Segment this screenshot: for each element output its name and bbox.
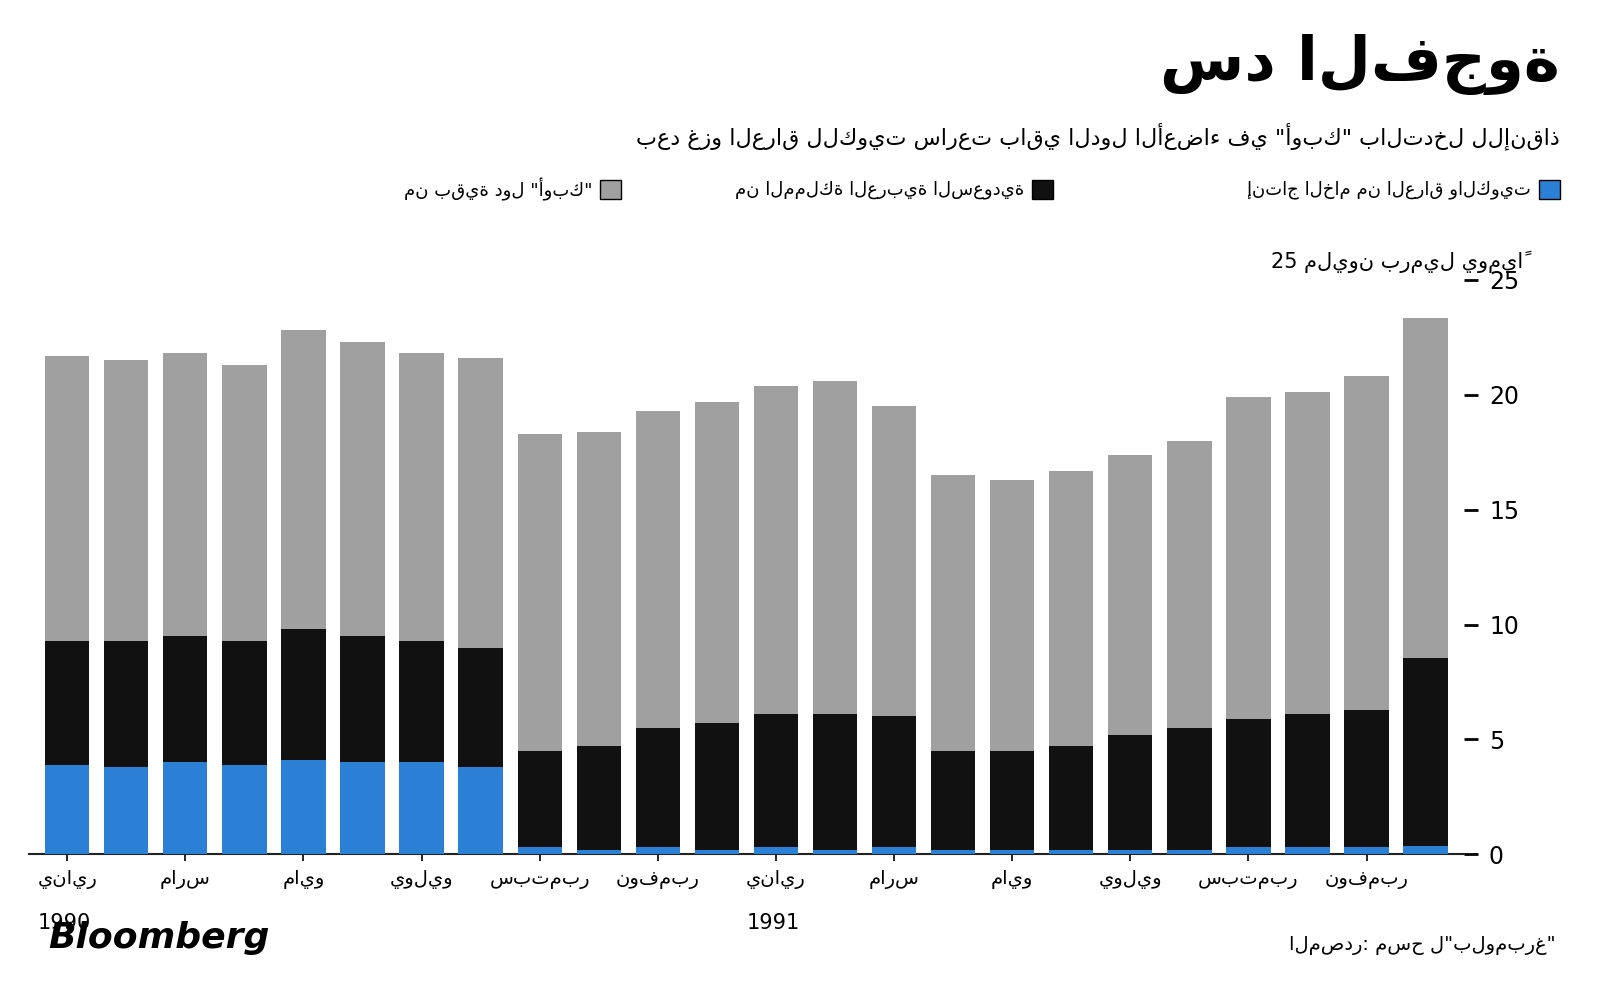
Text: من بقية دول "أوبك": من بقية دول "أوبك" xyxy=(403,178,592,201)
Bar xyxy=(931,849,976,854)
Bar xyxy=(694,402,739,724)
Bar xyxy=(1050,746,1093,849)
Bar xyxy=(576,746,621,849)
Bar xyxy=(694,724,739,849)
Text: 1991: 1991 xyxy=(747,913,800,933)
Bar xyxy=(813,849,858,854)
Bar xyxy=(931,475,976,751)
Bar xyxy=(754,847,798,854)
Bar xyxy=(163,354,208,636)
Bar xyxy=(459,358,502,647)
Bar xyxy=(104,640,149,767)
Bar xyxy=(1168,728,1211,849)
Bar xyxy=(813,714,858,849)
Bar xyxy=(1344,376,1389,710)
Bar xyxy=(1109,735,1152,849)
Bar xyxy=(635,847,680,854)
Bar xyxy=(1168,441,1211,728)
Bar xyxy=(517,751,562,847)
Text: إنتاج الخام من العراق والكويت: إنتاج الخام من العراق والكويت xyxy=(1248,181,1531,198)
Bar xyxy=(341,762,384,854)
Bar xyxy=(459,647,502,767)
Bar xyxy=(1285,714,1330,847)
Bar xyxy=(163,636,208,762)
Text: 1990: 1990 xyxy=(38,913,91,933)
Bar xyxy=(45,640,90,765)
Bar xyxy=(1050,849,1093,854)
Bar xyxy=(400,354,443,640)
Bar xyxy=(222,640,267,765)
Bar xyxy=(1226,719,1270,847)
Bar xyxy=(1226,847,1270,854)
Text: من المملكة العربية السعودية: من المملكة العربية السعودية xyxy=(734,181,1024,198)
Bar xyxy=(459,767,502,854)
Bar xyxy=(754,714,798,847)
Bar xyxy=(400,762,443,854)
Text: Bloomberg: Bloomberg xyxy=(48,920,269,955)
Bar xyxy=(1403,846,1448,854)
Bar xyxy=(222,365,267,640)
Text: سد الفجوة: سد الفجوة xyxy=(1160,34,1560,95)
Bar xyxy=(1403,658,1448,846)
Bar xyxy=(990,480,1034,751)
Bar xyxy=(1344,710,1389,847)
Bar xyxy=(517,847,562,854)
Bar xyxy=(400,640,443,762)
Bar xyxy=(1109,455,1152,735)
Bar xyxy=(517,434,562,751)
Bar xyxy=(282,629,325,760)
Bar xyxy=(754,386,798,714)
Bar xyxy=(931,751,976,849)
Bar xyxy=(104,767,149,854)
Bar xyxy=(45,765,90,854)
Text: المصدر: مسح ل"بلومبرغ": المصدر: مسح ل"بلومبرغ" xyxy=(1288,936,1555,955)
Bar xyxy=(163,762,208,854)
Bar xyxy=(694,849,739,854)
Bar xyxy=(872,847,917,854)
Bar xyxy=(1403,318,1448,658)
Bar xyxy=(872,717,917,847)
Bar xyxy=(341,342,384,636)
Bar xyxy=(576,849,621,854)
Bar xyxy=(1285,393,1330,714)
Bar xyxy=(341,636,384,762)
Bar xyxy=(1226,397,1270,719)
Bar xyxy=(635,410,680,728)
Bar xyxy=(635,728,680,847)
Bar xyxy=(990,849,1034,854)
Bar xyxy=(45,355,90,640)
Bar xyxy=(282,760,325,854)
Text: بعد غزو العراق للكويت سارعت باقي الدول الأعضاء في "أوبك" بالتدخل للإنقاذ: بعد غزو العراق للكويت سارعت باقي الدول ا… xyxy=(637,123,1560,150)
Bar xyxy=(1344,847,1389,854)
Bar xyxy=(222,765,267,854)
Bar xyxy=(990,751,1034,849)
Bar xyxy=(872,407,917,717)
Text: 25 مليون برميل يومياً: 25 مليون برميل يومياً xyxy=(1270,250,1523,273)
Bar xyxy=(813,381,858,714)
Bar xyxy=(104,360,149,640)
Bar xyxy=(1168,849,1211,854)
Bar xyxy=(1050,470,1093,746)
Bar xyxy=(282,330,325,629)
Bar xyxy=(576,431,621,746)
Bar xyxy=(1109,849,1152,854)
Bar xyxy=(1285,847,1330,854)
